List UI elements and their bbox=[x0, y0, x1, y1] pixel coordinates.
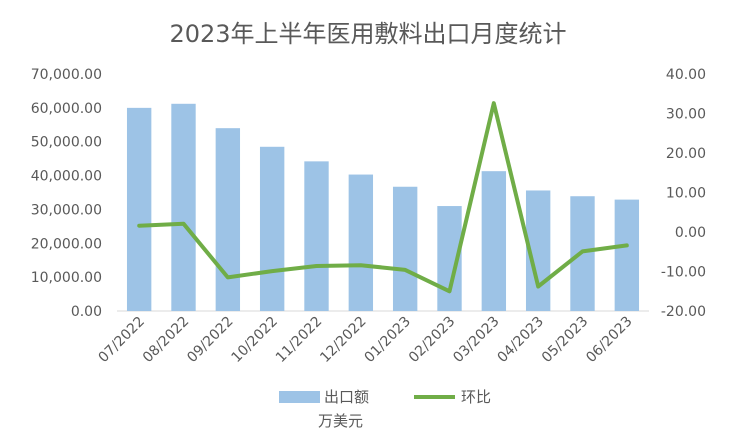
x-axis-ticks: 07/202208/202209/202210/202211/202212/20… bbox=[96, 314, 636, 366]
left-tick-label: 20,000.00 bbox=[31, 236, 102, 252]
x-tick-label: 01/2023 bbox=[362, 314, 414, 366]
x-tick-label: 07/2022 bbox=[96, 314, 148, 366]
x-tick-label: 06/2023 bbox=[583, 314, 635, 366]
right-tick-label: -20.00 bbox=[661, 304, 706, 320]
chart-title: 2023年上半年医用敷料出口月度统计 bbox=[169, 20, 566, 48]
unit-note: 万美元 bbox=[318, 412, 363, 430]
line-point bbox=[625, 243, 629, 247]
line-point bbox=[359, 263, 363, 267]
line-series bbox=[137, 101, 629, 294]
right-tick-label: 40.00 bbox=[666, 67, 706, 83]
line-point bbox=[536, 285, 540, 289]
left-tick-label: 0.00 bbox=[71, 304, 102, 320]
bar bbox=[614, 199, 640, 311]
x-tick-label: 03/2023 bbox=[450, 314, 502, 366]
left-tick-label: 50,000.00 bbox=[31, 135, 102, 151]
bar bbox=[126, 107, 152, 311]
x-tick-label: 10/2022 bbox=[229, 314, 281, 366]
line-path bbox=[137, 101, 629, 294]
left-tick-label: 40,000.00 bbox=[31, 169, 102, 185]
x-tick-label: 09/2022 bbox=[184, 314, 236, 366]
x-tick-label: 11/2022 bbox=[273, 314, 325, 366]
x-tick-label: 12/2022 bbox=[317, 314, 369, 366]
bar bbox=[259, 146, 285, 311]
right-tick-label: 10.00 bbox=[666, 186, 706, 202]
line-point bbox=[581, 249, 584, 253]
legend-line-label: 环比 bbox=[461, 388, 491, 406]
x-tick-label: 04/2023 bbox=[495, 314, 547, 366]
x-tick-label: 08/2022 bbox=[140, 314, 192, 366]
line-point bbox=[492, 101, 496, 105]
line-point bbox=[270, 269, 274, 273]
x-tick-label: 05/2023 bbox=[539, 314, 591, 366]
right-tick-label: -10.00 bbox=[661, 265, 706, 281]
legend: 出口额 环比 bbox=[279, 388, 491, 406]
bar bbox=[304, 161, 329, 311]
bar bbox=[481, 171, 507, 311]
line-point bbox=[448, 289, 451, 293]
legend-bar-swatch bbox=[279, 391, 320, 403]
line-point bbox=[182, 222, 185, 226]
bar bbox=[392, 186, 418, 311]
legend-bar-label: 出口额 bbox=[324, 388, 369, 406]
line-point bbox=[226, 275, 230, 279]
right-tick-label: 30.00 bbox=[666, 107, 706, 123]
line-point bbox=[137, 224, 141, 228]
line-point bbox=[315, 264, 318, 268]
line-point bbox=[403, 268, 407, 272]
bar bbox=[215, 128, 241, 311]
bar-series bbox=[126, 103, 640, 312]
left-tick-label: 70,000.00 bbox=[31, 67, 102, 83]
bar bbox=[348, 174, 374, 311]
x-tick-label: 02/2023 bbox=[406, 314, 458, 366]
left-tick-label: 60,000.00 bbox=[31, 101, 102, 117]
left-tick-label: 10,000.00 bbox=[31, 270, 102, 286]
left-tick-label: 30,000.00 bbox=[31, 202, 102, 218]
right-axis-ticks: -20.00 -10.00 0.00 10.00 20.00 30.00 40.00 bbox=[661, 67, 706, 320]
bar bbox=[171, 103, 196, 312]
left-axis-ticks: 0.00 10,000.00 20,000.00 30,000.00 40,000.00… bbox=[31, 67, 102, 320]
right-tick-label: 20.00 bbox=[666, 146, 706, 162]
right-tick-label: 0.00 bbox=[675, 225, 706, 241]
